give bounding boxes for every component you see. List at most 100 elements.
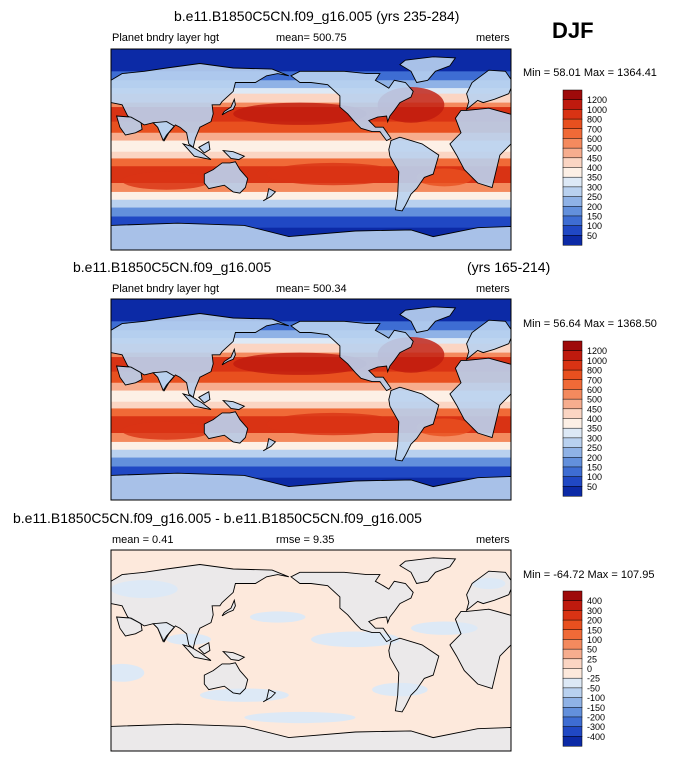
map-patch [122,171,211,190]
colorbar-box [562,418,583,429]
colorbar-label: -100 [587,693,605,703]
continent-outline [449,608,511,690]
colorbar-box [562,99,583,110]
colorbar-label: -25 [587,674,600,684]
map-frame-1 [110,48,512,251]
continent-outline [221,400,246,411]
colorbar-label: 700 [587,124,602,134]
colorbar-box [562,716,583,728]
colorbar-box [562,677,583,689]
colorbar-box [562,186,583,198]
colorbar-label: 450 [587,153,602,163]
panel-3-rmse-label: rmse = 9.35 [276,534,335,546]
colorbar-label: 400 [587,163,602,173]
continent-outline [388,386,440,462]
colorbar-box [562,648,583,660]
colorbar-box [562,215,583,227]
continent-outline [399,56,457,84]
colorbar-label: 400 [587,414,602,424]
map-frame-3 [110,549,512,752]
continent-outline [262,187,277,202]
map-band [111,441,511,451]
continent-outline [152,622,175,643]
continent-outline [290,70,414,142]
colorbar-box [562,398,583,410]
continent-outline [181,393,212,411]
continent-outline [465,570,511,612]
map-band [111,191,511,201]
colorbar-box [562,379,583,390]
colorbar-label: 150 [587,462,602,472]
colorbar-box [562,427,583,439]
map-band [111,132,511,142]
map-band [111,466,511,479]
colorbar-label: 350 [587,173,602,183]
colorbar-label: 300 [587,182,602,192]
colorbar-label: 300 [587,606,602,616]
panel-3-title: b.e11.B1850C5CN.f09_g16.005 - b.e11.B185… [13,510,422,526]
colorbar-label: 150 [587,211,602,221]
colorbar-box [562,437,583,449]
continent-outline [115,115,143,136]
continent-outline [203,662,249,695]
map-band [111,151,511,159]
continent-outline [290,320,414,392]
map-band [111,371,511,384]
colorbar-label: 50 [587,482,597,492]
colorbar-box [562,486,583,497]
colorbar-box [562,457,583,468]
map-band [111,158,511,167]
colorbar-label: -150 [587,703,605,713]
map-patch [111,663,145,682]
continent-outline [221,97,236,116]
colorbar-label: -50 [587,683,600,693]
colorbar-box [562,118,583,130]
colorbar-label: 50 [587,231,597,241]
colorbar-box [562,590,583,602]
colorbar-box [562,639,583,650]
colorbar-label: 1200 [587,346,607,356]
panel-1-minmax: Min = 58.01 Max = 1364.41 [523,67,657,79]
colorbar-label: -400 [587,732,605,742]
colorbar-box [562,167,583,178]
panel-3-minmax: Min = -64.72 Max = 107.95 [523,569,655,581]
map-panel-2 [111,299,511,500]
map-band [111,216,511,229]
continent-outline [152,371,175,392]
map-frame-2 [110,298,512,501]
map-patch [266,162,400,186]
continent-outline [262,437,277,452]
colorbar-label: 100 [587,635,602,645]
map-patch [233,352,367,375]
colorbar-box [562,89,583,101]
colorbar-box [562,176,583,188]
continent-outline [221,150,246,161]
colorbar-box [562,128,583,139]
map-patch [244,711,356,724]
colorbar-label: 800 [587,115,602,125]
panel-1-mean-label: mean= 500.75 [276,32,347,44]
continent-outline [111,472,511,500]
map-band [111,382,511,392]
map-band [111,457,511,467]
panel-1-units-label: meters [476,32,510,44]
continent-outline [181,644,212,661]
continent-outline [290,571,414,643]
colorbar-box [562,196,583,207]
panel-1-title: b.e11.B1850C5CN.f09_g16.005 (yrs 235-284… [174,8,460,24]
colorbar-label: 0 [587,664,592,674]
colorbar-box [562,466,583,478]
panel-1-variable-label: Planet bndry layer hgt [112,32,220,44]
continent-outline [465,69,511,111]
colorbar-label: 400 [587,596,602,606]
colorbar-box [562,668,583,679]
colorbar-box [562,619,583,631]
colorbar-label: 700 [587,375,602,385]
continent-outline [203,161,249,194]
panel-2-units-label: meters [476,283,510,295]
colorbar-label: 150 [587,625,602,635]
colorbar-label: 300 [587,433,602,443]
colorbar-label: 1000 [587,356,607,366]
map-patch [266,412,400,436]
colorbar-box [562,369,583,381]
